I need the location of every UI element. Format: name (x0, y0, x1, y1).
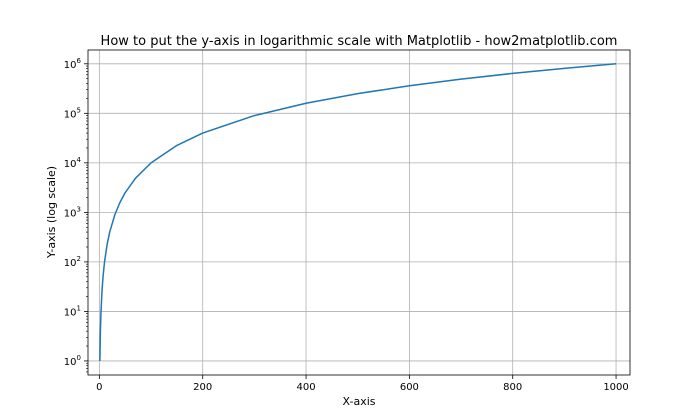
y-tick-label: 102 (64, 255, 81, 269)
x-tick-label: 200 (193, 382, 212, 393)
x-tick-label: 1000 (603, 382, 628, 393)
series-layer (99, 63, 617, 361)
y-tick-label: 106 (64, 57, 82, 71)
series-line (99, 63, 617, 361)
x-axis-label: X-axis (343, 395, 376, 408)
grid (88, 50, 630, 375)
y-axis-label: Y-axis (log scale) (45, 166, 58, 259)
y-tick-label: 100 (64, 354, 81, 368)
y-axis: 100 101 102 103 104 105 106 (64, 57, 88, 373)
x-tick-label: 400 (296, 382, 315, 393)
y-tick-label: 103 (64, 205, 81, 219)
y-tick-label: 101 (64, 304, 81, 318)
y-tick-label: 105 (64, 106, 81, 120)
chart-title: How to put the y-axis in logarithmic sca… (101, 34, 618, 49)
y-tick-label: 104 (64, 156, 82, 170)
x-tick-label: 800 (503, 382, 522, 393)
x-axis: 0 200 400 600 800 1000 (96, 375, 629, 393)
x-tick-label: 600 (400, 382, 419, 393)
x-tick-label: 0 (96, 382, 102, 393)
